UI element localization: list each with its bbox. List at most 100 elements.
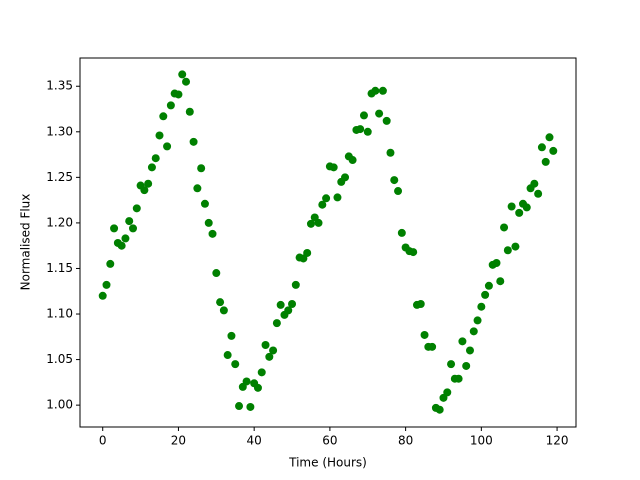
point [151,154,160,163]
point [386,148,395,157]
point [155,131,164,140]
axes-frame [79,57,577,428]
point [359,111,368,120]
y-tick-label: 1.20 [46,215,73,229]
point [416,300,425,308]
x-tick-label: 0 [99,434,107,448]
point [534,189,543,198]
x-tick-label: 120 [546,434,569,448]
point [125,217,134,226]
point [291,280,300,289]
point [288,300,297,308]
point [435,405,444,414]
point [394,187,403,196]
point [537,143,546,152]
point [132,204,141,213]
point [397,228,406,237]
point [496,277,505,286]
point [500,223,509,232]
point [261,341,270,349]
point [356,125,365,134]
point [375,109,384,118]
point [102,280,111,289]
point [163,142,172,151]
y-tick-label: 1.10 [46,307,73,321]
x-tick-label: 80 [398,434,413,448]
point [447,360,456,369]
point [458,337,467,346]
point [200,199,209,208]
point [140,186,149,195]
point [329,163,338,172]
point [428,342,437,351]
point [378,86,387,95]
point [481,290,490,299]
point [371,86,380,95]
point [465,346,474,355]
point [530,179,539,188]
y-tick-label: 1.00 [46,398,73,412]
point [469,327,478,336]
point [484,281,493,290]
point [477,302,486,311]
x-tick-label: 20 [171,434,186,448]
point [110,224,119,233]
y-tick-label: 1.25 [46,170,73,184]
point [382,116,391,125]
point [185,107,194,116]
point [159,112,168,121]
point [212,269,221,278]
point [219,306,228,315]
point [545,133,554,142]
point [144,179,153,188]
point [314,218,323,227]
point [166,101,175,110]
point [511,242,520,251]
point [454,374,463,383]
point [147,163,156,172]
point [208,229,217,238]
point [322,194,331,203]
point [98,291,107,300]
point [492,259,501,267]
point [174,90,183,99]
point [257,368,266,377]
point [473,316,482,325]
point [541,157,550,166]
point [269,346,278,355]
point [409,248,418,257]
point [106,259,115,268]
point [235,402,244,411]
point [503,246,512,255]
x-tick-label: 60 [322,434,337,448]
point [227,331,236,340]
point [223,351,232,360]
point [507,202,516,211]
point [231,360,240,369]
point [204,218,213,227]
point [246,402,255,411]
point [306,219,315,228]
y-tick-label: 1.05 [46,352,73,366]
point [341,173,350,182]
y-tick-label: 1.30 [46,124,73,138]
x-axis-label: Time (Hours) [288,456,367,470]
point [129,224,138,233]
point [303,248,312,257]
y-axis-label: Normalised Flux [19,194,33,291]
point [420,330,429,339]
point [515,208,524,217]
x-tick-label: 100 [470,434,493,448]
y-tick-label: 1.15 [46,261,73,275]
point [178,70,187,79]
point [121,234,130,243]
point [549,146,558,155]
point [242,377,251,386]
point [462,361,471,370]
point [182,77,191,86]
point [197,164,206,173]
point [265,352,274,361]
point [390,176,399,185]
